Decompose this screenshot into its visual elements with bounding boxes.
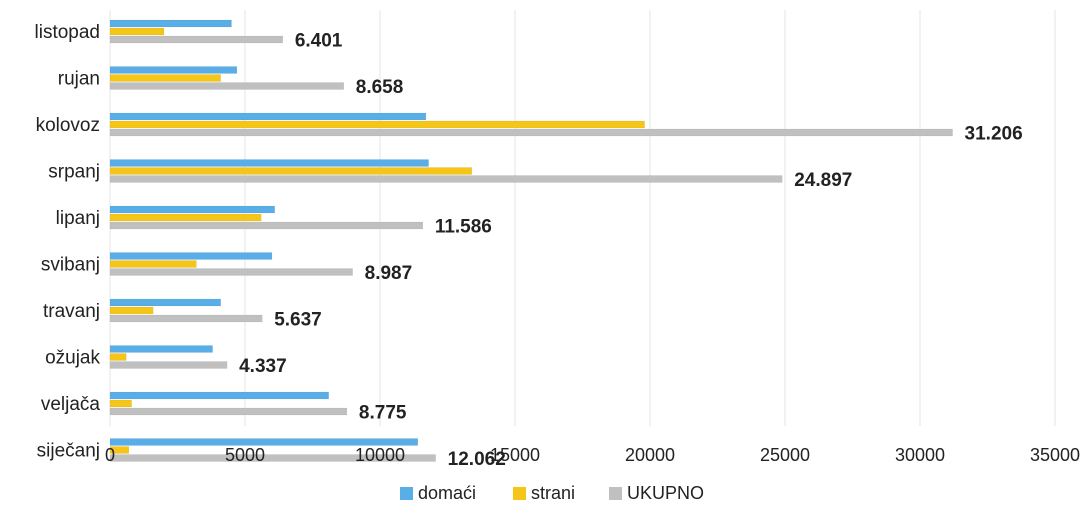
data-label: 5.637 [274, 310, 322, 331]
bar-strani-6 [109, 306, 154, 315]
legend-label: UKUPNO [627, 483, 704, 503]
x-tick-label: 0 [105, 445, 115, 465]
bar-domaći-2 [109, 112, 427, 121]
bar-strani-5 [109, 260, 197, 268]
bar-ukupno-4 [109, 221, 424, 230]
category-label: srpanj [48, 162, 100, 183]
data-label: 8.987 [365, 263, 413, 284]
data-label: 31.206 [965, 124, 1023, 145]
bar-ukupno-7 [109, 361, 228, 369]
x-tick-label: 15000 [490, 445, 540, 465]
bar-domaći-5 [109, 252, 273, 260]
bar-ukupno-8 [109, 407, 348, 416]
category-label: travanj [43, 301, 100, 322]
legend-swatch-ukupno [609, 487, 622, 500]
data-label: 6.401 [295, 31, 343, 52]
category-label: svibanj [41, 255, 100, 276]
bar-domaći-6 [109, 298, 221, 307]
bar-strani-1 [109, 74, 221, 82]
bar-domaći-0 [109, 19, 232, 28]
x-tick-label: 25000 [760, 445, 810, 465]
bar-strani-2 [109, 120, 645, 129]
category-label: lipanj [56, 208, 100, 229]
x-tick-label: 5000 [225, 445, 265, 465]
category-label: listopad [35, 22, 101, 43]
bar-strani-0 [109, 27, 165, 36]
x-tick-label: 35000 [1030, 445, 1080, 465]
data-label: 24.897 [794, 170, 852, 191]
bar-domaći-9 [109, 438, 419, 446]
category-label: veljača [41, 394, 101, 415]
bar-ukupno-2 [109, 128, 953, 137]
bar-ukupno-0 [109, 35, 284, 44]
bar-strani-8 [109, 399, 132, 408]
bar-ukupno-1 [109, 82, 345, 90]
x-tick-label: 10000 [355, 445, 405, 465]
category-label: kolovoz [36, 115, 100, 136]
bar-strani-9 [109, 446, 130, 454]
bar-strani-3 [109, 167, 473, 175]
category-label: siječanj [37, 441, 100, 462]
bar-ukupno-5 [109, 268, 353, 276]
bar-domaći-8 [109, 391, 329, 400]
bar-ukupno-3 [109, 175, 783, 183]
data-label: 8.775 [359, 403, 407, 424]
bar-strani-7 [109, 353, 127, 361]
category-label: ožujak [45, 348, 100, 369]
x-tick-label: 20000 [625, 445, 675, 465]
bar-domaći-4 [109, 205, 275, 214]
bar-domaći-7 [109, 345, 213, 353]
legend-label: strani [531, 483, 575, 503]
bar-ukupno-6 [109, 314, 263, 323]
bar-ukupno-9 [109, 454, 436, 462]
data-label: 4.337 [239, 356, 287, 377]
bar-strani-4 [109, 213, 262, 222]
legend-swatch-strani [513, 487, 526, 500]
bar-domaći-1 [109, 66, 238, 74]
data-label: 8.658 [356, 77, 404, 98]
x-tick-label: 30000 [895, 445, 945, 465]
category-label: rujan [58, 69, 100, 90]
data-label: 11.586 [435, 217, 492, 238]
data-label: 12.062 [448, 449, 506, 470]
bar-domaći-3 [109, 159, 429, 167]
legend-label: domaći [418, 483, 476, 503]
legend-swatch-domaći [400, 487, 413, 500]
